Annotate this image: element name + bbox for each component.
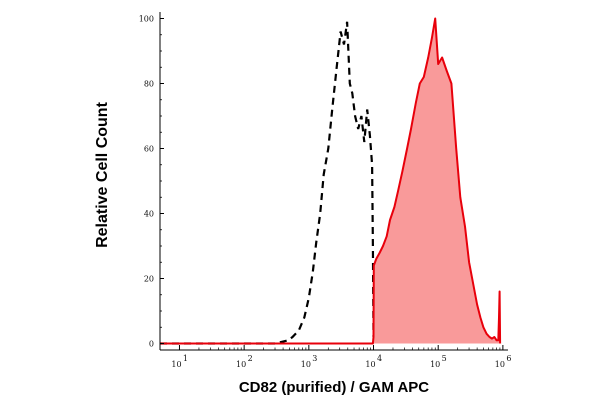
x-tick-exponent: 1 (183, 354, 188, 363)
x-tick-label: 10 (430, 360, 440, 369)
x-tick-exponent: 4 (377, 354, 382, 363)
y-axis-title: Relative Cell Count (94, 101, 111, 247)
x-tick-exponent: 5 (442, 354, 447, 363)
x-tick-label: 10 (365, 360, 375, 369)
x-tick-label: 10 (301, 360, 311, 369)
y-tick-label: 0 (149, 340, 154, 349)
series-0-line (160, 21, 375, 345)
plot-area (160, 17, 502, 345)
y-tick-label: 20 (144, 275, 154, 284)
x-tick-exponent: 2 (248, 354, 253, 363)
x-axis-title: CD82 (purified) / GAM APC (239, 379, 429, 396)
y-tick-label: 40 (144, 210, 154, 219)
y-tick-label: 60 (144, 145, 154, 154)
series-1-fill (160, 18, 501, 344)
x-tick-label: 10 (495, 360, 505, 369)
series-1-line (160, 17, 502, 345)
x-tick-exponent: 6 (506, 354, 511, 363)
x-tick-label: 10 (236, 360, 246, 369)
x-tick-exponent: 3 (312, 354, 317, 363)
x-tick-label: 10 (171, 360, 181, 369)
y-tick-label: 100 (139, 15, 154, 24)
y-tick-label: 80 (144, 80, 154, 89)
